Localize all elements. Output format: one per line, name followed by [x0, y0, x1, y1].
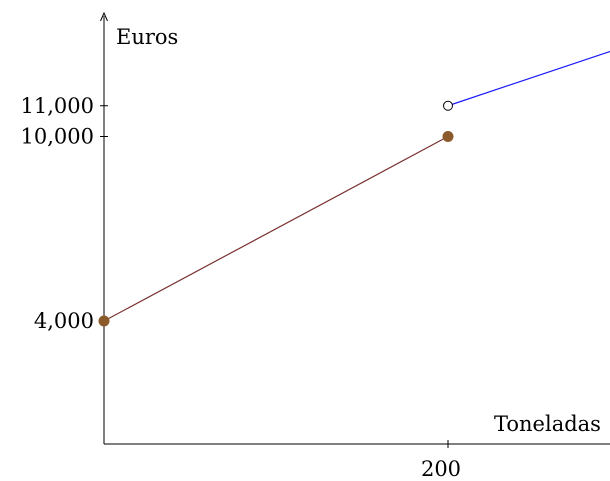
tick-layer: 4,000 10,000 11,000 200: [21, 94, 462, 481]
x-axis-label: Toneladas: [494, 412, 601, 436]
series-line-1: [447, 50, 610, 107]
x-tick-label-0: 200: [421, 457, 461, 481]
series-0-point-1: [442, 131, 454, 142]
marker-layer: [98, 100, 454, 327]
series-1-point-0: [443, 100, 453, 111]
y-axis-arrow: [100, 11, 108, 22]
y-tick-label-1: 10,000: [21, 125, 94, 149]
series-0-point-0: [98, 315, 110, 327]
series-layer: [103, 50, 610, 322]
y-tick-label-2: 11,000: [21, 94, 94, 118]
y-tick-label-0: 4,000: [34, 309, 94, 333]
series-line-0: [103, 135, 449, 322]
y-axis-label: Euros: [116, 25, 178, 49]
